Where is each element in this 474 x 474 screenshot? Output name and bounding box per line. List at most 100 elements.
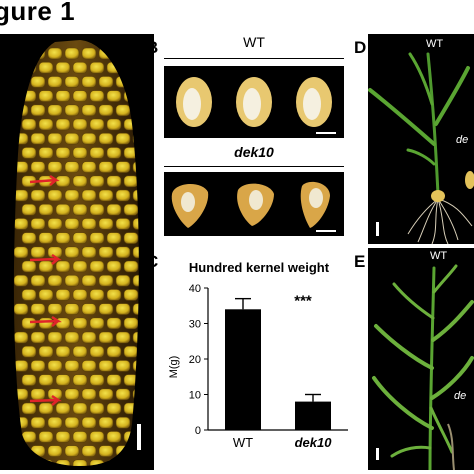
ear-kernel (21, 147, 37, 159)
ear-kernel (115, 360, 131, 372)
ear-kernel (89, 402, 105, 415)
ear-kernel (72, 459, 88, 466)
ear-kernel (13, 360, 29, 372)
chart-x-tick-label: WT (233, 435, 253, 450)
ear-kernel (21, 431, 37, 443)
ear-kernel (21, 317, 37, 330)
ear-kernel (47, 76, 63, 88)
wt-plant (372, 264, 474, 470)
ear-kernel (106, 260, 122, 273)
ear-kernel (106, 374, 122, 386)
ear-kernel (132, 104, 139, 117)
panel-a-ear-photo (0, 34, 154, 470)
ear-kernel (64, 76, 80, 88)
ear-kernel (21, 289, 37, 301)
ear-kernel (89, 459, 105, 466)
ear-kernel (141, 289, 154, 300)
ear-kernel (132, 331, 139, 344)
ear-kernel (38, 402, 54, 415)
ear-kernel (89, 317, 105, 330)
mutant-kernel-arrows (29, 174, 62, 406)
panel-e-plant-photo: WT de (368, 248, 474, 470)
ear-kernel (13, 274, 29, 287)
ear-kernel (55, 289, 71, 301)
ear-kernel (89, 232, 105, 244)
panel-e-scale-bar (376, 448, 379, 460)
ear-kernel (115, 303, 131, 315)
ear-kernel (72, 431, 88, 443)
panel-e-mutant-label: de (454, 390, 467, 402)
ear-kernel (13, 303, 29, 315)
ear-kernel (38, 459, 54, 466)
panel-e-wt-label: WT (430, 250, 448, 262)
panel-b-mutant-kernels-photo (164, 172, 344, 236)
chart-y-tick-label: 10 (189, 390, 201, 402)
ear-kernel (132, 388, 139, 401)
ear-kernel (98, 360, 114, 372)
ear-kernel (64, 47, 80, 60)
corn-ear-image (13, 40, 154, 466)
ear-kernel (30, 189, 46, 202)
ear-kernel (132, 161, 139, 173)
ear-kernel (38, 90, 54, 102)
ear-kernel (30, 161, 46, 173)
panel-b-mutant-divider (164, 166, 344, 167)
ear-kernel (38, 289, 54, 301)
ear-kernel (30, 274, 46, 287)
ear-kernel (106, 431, 122, 443)
ear-kernel (98, 246, 114, 259)
ear-kernel (64, 303, 80, 315)
ear-kernel (98, 161, 114, 173)
ear-kernel (81, 189, 97, 202)
ear-kernel (141, 204, 154, 215)
ear-kernel (38, 345, 54, 358)
ear-kernel (13, 331, 29, 344)
roots (407, 198, 473, 244)
panel-d-letter: D (354, 38, 367, 57)
ear-kernel (21, 90, 37, 102)
ear-kernel (89, 147, 105, 159)
ear-kernel (115, 76, 131, 88)
ear-kernel (141, 119, 154, 130)
ear-kernel (47, 416, 63, 429)
ear-kernel (72, 289, 88, 301)
ear-kernel (72, 402, 88, 415)
ear-kernel (30, 132, 46, 145)
ear-kernel (55, 118, 71, 131)
ear-kernel (55, 317, 71, 330)
ear-kernel (30, 416, 46, 429)
ear-kernel (115, 218, 131, 230)
ear-kernel (13, 218, 29, 230)
ear-kernel (64, 132, 80, 145)
ear-kernel (64, 331, 80, 344)
ear-kernel (47, 303, 63, 315)
ear-kernel (81, 388, 97, 401)
ear-kernel (30, 218, 46, 230)
ear-kernel (123, 232, 139, 244)
chart-bar (225, 309, 261, 430)
ear-kernel (13, 246, 29, 259)
ear-kernel (132, 218, 139, 230)
ear-kernel (106, 345, 122, 358)
ear-kernel (21, 118, 37, 131)
ear-kernel (13, 416, 29, 429)
ear-kernel (38, 431, 54, 443)
ear-kernel (47, 104, 63, 117)
ear-kernel (89, 289, 105, 301)
ear-kernel (72, 118, 88, 131)
dek10-kernel (171, 183, 209, 228)
ear-kernel (89, 203, 105, 216)
mutant-seed (465, 171, 474, 189)
chart-title: Hundred kernel weight (189, 260, 330, 275)
mutant-plant (447, 423, 455, 470)
panel-d-wt-label: WT (426, 38, 444, 50)
ear-kernel (72, 345, 88, 358)
ear-kernel (98, 132, 114, 145)
ear-kernel (141, 62, 154, 73)
panel-b-wt-scale-bar (316, 132, 336, 134)
ear-kernel (123, 147, 139, 159)
ear-kernel (106, 317, 122, 330)
ear-kernel (106, 459, 122, 466)
ear-kernel (141, 318, 154, 329)
wt-kernel (236, 77, 272, 127)
